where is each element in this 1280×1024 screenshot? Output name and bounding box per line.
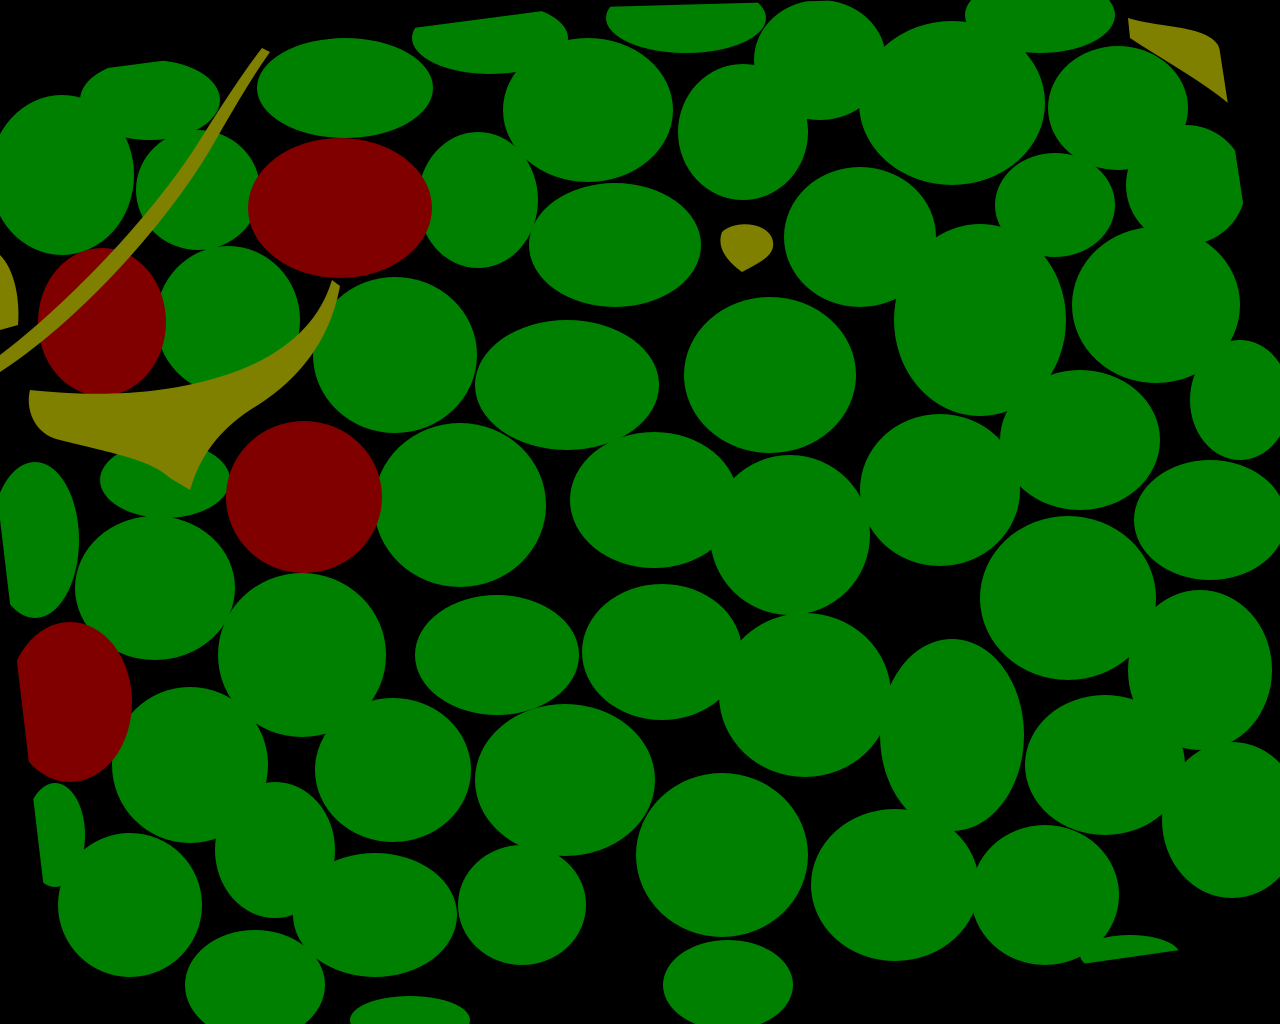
cell xyxy=(80,60,220,140)
cell xyxy=(582,584,742,720)
cell xyxy=(719,613,891,777)
abnormal-cell xyxy=(248,138,432,278)
cell xyxy=(415,595,579,715)
cell xyxy=(811,809,979,961)
cell xyxy=(636,773,808,937)
cell xyxy=(1126,125,1246,245)
cell xyxy=(315,698,471,842)
cell xyxy=(1025,695,1185,835)
cell xyxy=(475,704,655,856)
cell xyxy=(503,38,673,182)
cell xyxy=(529,183,701,307)
cell xyxy=(475,320,659,450)
cell xyxy=(710,455,870,615)
cell xyxy=(257,38,433,138)
cell xyxy=(458,845,586,965)
cell xyxy=(678,64,808,200)
cell xyxy=(418,132,538,268)
cell xyxy=(1000,370,1160,510)
cell xyxy=(293,853,457,977)
cell xyxy=(58,833,202,977)
cell xyxy=(374,423,546,587)
cell xyxy=(1134,460,1280,580)
cell xyxy=(859,21,1045,185)
cell xyxy=(313,277,477,433)
abnormal-cell xyxy=(226,421,382,573)
cell xyxy=(880,639,1024,831)
cell xyxy=(684,297,856,453)
cell xyxy=(860,414,1020,566)
